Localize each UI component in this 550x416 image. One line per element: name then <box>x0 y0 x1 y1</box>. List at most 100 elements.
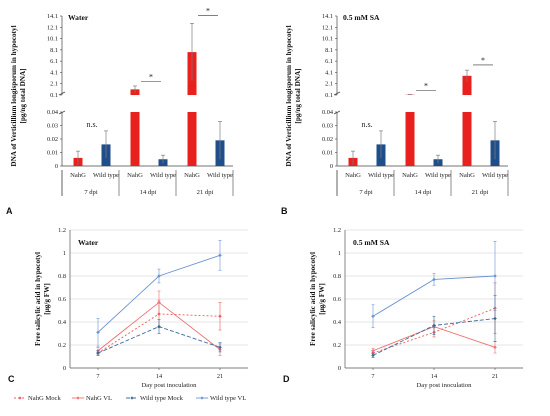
panel-label: D <box>283 374 290 384</box>
point-wild-type-vl <box>157 274 161 278</box>
y-tick-label: 0.02 <box>322 136 333 143</box>
y-tick-label: 12.1 <box>322 24 333 31</box>
y-tick-label: 8.1 <box>50 47 58 54</box>
y-tick-label: 0.02 <box>47 136 58 143</box>
x-axis-label: Day post inoculation <box>142 382 198 389</box>
genotype-label: NahG <box>402 172 418 179</box>
point-nahg-mock <box>218 314 222 319</box>
legend-label: NahG Mock <box>28 395 61 402</box>
genotype-label: Wild type <box>150 172 176 179</box>
y-tick-label: 0.1 <box>325 92 333 99</box>
x-tick-label: 14 <box>431 373 438 380</box>
genotype-label: NahG <box>345 172 361 179</box>
y-tick-label: 4.1 <box>50 69 58 76</box>
y-tick-label: 2.1 <box>50 81 58 88</box>
x-tick-label: 7 <box>96 373 99 380</box>
dpi-label: 14 dpi <box>415 189 432 196</box>
axis-break-mark <box>58 110 66 115</box>
legend-label: Wild type VL <box>210 395 246 402</box>
point-wild-type-vl <box>218 253 222 258</box>
point-wild-type-mock <box>157 324 161 329</box>
y-tick-label: 10.1 <box>322 36 333 43</box>
y-tick-label: 2.1 <box>325 81 333 88</box>
x-tick-label: 21 <box>492 373 498 380</box>
y-tick-label: 0.03 <box>322 123 333 130</box>
x-axis-label: Day post inoculation <box>417 382 473 389</box>
panel-label: C <box>8 374 15 384</box>
bar-nahg <box>130 112 140 166</box>
y-axis-label: Free salicylic acid in hypocotyl <box>34 252 42 346</box>
y-tick-label: 0.04 <box>322 109 334 116</box>
y-axis-label: DNA of Verticillium longisporum in hypoc… <box>285 25 293 166</box>
point-wild-type-mock <box>218 345 222 350</box>
y-tick-label: 0.6 <box>333 296 341 303</box>
panel-title: 0.5 mM SA <box>343 13 380 22</box>
y-tick-label: 0 <box>55 163 58 170</box>
y-tick-label: 0.8 <box>333 273 341 280</box>
y-axis-label-unit: [µg/g FW] <box>318 283 326 315</box>
y-tick-label: 6.1 <box>50 58 58 65</box>
axis-break-mark <box>333 110 341 115</box>
y-axis-label-unit: [pg/ng total DNA] <box>294 68 302 123</box>
dpi-label: 21 dpi <box>197 189 214 196</box>
panel-label: B <box>281 206 288 216</box>
significance-label: * <box>149 72 153 81</box>
y-tick-label: 6.1 <box>325 58 333 65</box>
significance-label: * <box>424 81 428 90</box>
panel-title: Water <box>78 238 99 247</box>
bar-nahg <box>462 75 472 95</box>
y-tick-label: 8.1 <box>325 47 333 54</box>
y-tick-label: 12.1 <box>47 24 58 31</box>
x-tick-label: 14 <box>156 373 163 380</box>
y-tick-label: 1.2 <box>58 227 66 234</box>
y-tick-label: 0 <box>330 163 333 170</box>
dpi-label: 7 dpi <box>84 189 98 196</box>
point-nahg-vl <box>371 348 375 353</box>
x-tick-label: 7 <box>371 373 374 380</box>
y-tick-label: 0.4 <box>333 319 342 326</box>
y-axis-label-unit: [µg/g FW] <box>43 283 51 315</box>
y-tick-label: 0.01 <box>322 150 333 157</box>
dpi-label: 21 dpi <box>472 189 489 196</box>
axis-break-mark <box>333 91 341 96</box>
significance-label: * <box>481 56 485 65</box>
genotype-label: NahG <box>70 172 86 179</box>
bar-nahg <box>187 112 197 166</box>
y-tick-label: 4.1 <box>325 69 333 76</box>
legend-label: Wild type Mock <box>140 395 184 402</box>
genotype-label: Wild type <box>207 172 233 179</box>
legend-label: NahG VL <box>86 395 112 402</box>
point-wild-type-vl <box>493 274 497 278</box>
y-axis-label: Free salicylic acid in hypocotyl <box>309 252 317 346</box>
y-tick-label: 1 <box>338 250 341 257</box>
point-wild-type-mock <box>493 316 497 321</box>
y-axis-label-unit: [pg/ng total DNA] <box>19 68 27 123</box>
point-nahg-vl <box>157 300 161 305</box>
genotype-label: NahG <box>184 172 200 179</box>
y-tick-label: 1.2 <box>333 227 341 234</box>
y-tick-label: 14.1 <box>322 13 333 20</box>
legend-marker <box>18 396 22 400</box>
y-tick-label: 0 <box>63 365 66 372</box>
y-tick-label: 0.03 <box>47 123 58 130</box>
bar-nahg <box>462 112 472 166</box>
axis-break-mark <box>58 91 66 96</box>
y-tick-label: 0.8 <box>58 273 66 280</box>
y-tick-label: 0.6 <box>58 296 66 303</box>
y-tick-label: 0.01 <box>47 150 58 157</box>
legend-marker <box>130 396 134 400</box>
significance-label: n.s. <box>86 120 97 129</box>
point-wild-type-vl <box>371 314 375 319</box>
genotype-label: NahG <box>459 172 475 179</box>
dpi-label: 7 dpi <box>359 189 373 196</box>
legend-marker <box>200 396 204 400</box>
y-tick-label: 0.04 <box>47 109 59 116</box>
genotype-label: Wild type <box>425 172 451 179</box>
y-tick-label: 1 <box>63 250 66 257</box>
significance-label: * <box>206 7 210 16</box>
point-nahg-vl <box>493 345 497 350</box>
point-wild-type-mock <box>432 323 436 328</box>
y-tick-label: 0.1 <box>50 92 58 99</box>
dpi-label: 14 dpi <box>140 189 157 196</box>
